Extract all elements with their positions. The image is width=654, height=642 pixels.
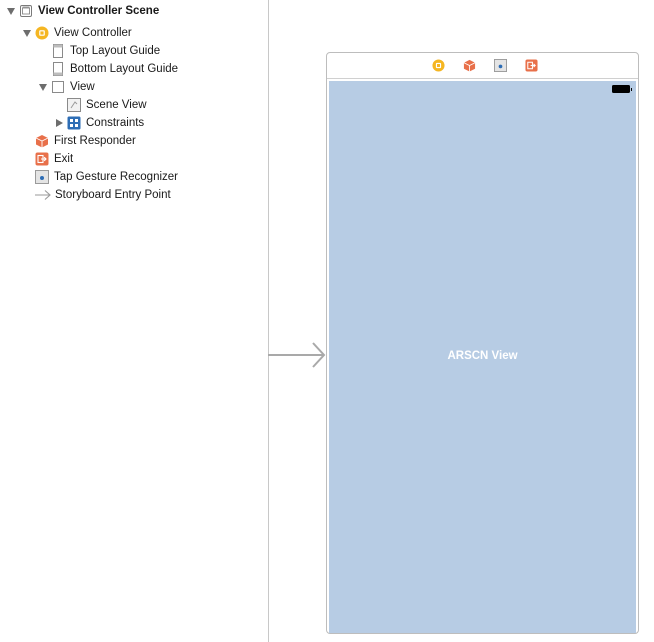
outline-item-label: Scene View: [86, 99, 147, 111]
outline-divider[interactable]: [268, 0, 269, 642]
arscn-view[interactable]: ARSCN View: [329, 81, 636, 633]
outline-row-view-controller[interactable]: View Controller: [22, 24, 132, 42]
outline-item-label: First Responder: [54, 135, 136, 147]
outline-row-scene-view[interactable]: Scene View: [67, 96, 147, 114]
outline-row-bottom-layout-guide[interactable]: Bottom Layout Guide: [51, 60, 178, 78]
arscn-view-label: ARSCN View: [447, 350, 518, 362]
constraints-icon: [67, 116, 81, 130]
exit-icon[interactable]: [525, 59, 538, 72]
first-responder-icon[interactable]: [463, 59, 476, 72]
outline-row-tap-gesture[interactable]: Tap Gesture Recognizer: [35, 168, 178, 186]
outline-row-exit[interactable]: Exit: [35, 150, 73, 168]
scene-icon: [19, 4, 33, 18]
outline-item-label: View Controller: [54, 27, 132, 39]
outline-row-entry-point[interactable]: Storyboard Entry Point: [35, 186, 171, 204]
outline-row-scene[interactable]: View Controller Scene: [6, 2, 159, 20]
battery-icon: [612, 85, 632, 93]
outline-item-label: View: [70, 81, 95, 93]
outline-item-label: Top Layout Guide: [70, 45, 161, 57]
outline-row-first-responder[interactable]: First Responder: [35, 132, 136, 150]
outline-item-label: Tap Gesture Recognizer: [54, 171, 179, 183]
disclosure-expanded-icon[interactable]: [38, 82, 48, 92]
view-controller-icon[interactable]: [432, 59, 445, 72]
entry-point-icon: [35, 188, 52, 202]
outline-row-constraints[interactable]: Constraints: [54, 114, 144, 132]
outline-item-label: Exit: [54, 153, 74, 165]
outline-item-label: Storyboard Entry Point: [55, 189, 171, 201]
scene-label: View Controller Scene: [38, 5, 160, 17]
outline-row-top-layout-guide[interactable]: Top Layout Guide: [51, 42, 160, 60]
view-icon: [51, 80, 65, 94]
storyboard-entry-arrow[interactable]: [268, 340, 328, 370]
disclosure-expanded-icon[interactable]: [22, 28, 32, 38]
tap-gesture-icon[interactable]: [494, 59, 507, 72]
outline-item-label: Constraints: [86, 117, 145, 129]
layout-guide-icon: [51, 62, 65, 76]
document-outline: View Controller Scene View Controller To…: [0, 0, 268, 642]
disclosure-collapsed-icon[interactable]: [54, 118, 64, 128]
view-controller-icon: [35, 26, 49, 40]
first-responder-icon: [35, 134, 49, 148]
disclosure-expanded-icon[interactable]: [6, 6, 16, 16]
layout-guide-icon: [51, 44, 65, 58]
scene-dock: [327, 53, 638, 79]
outline-row-view[interactable]: View: [38, 78, 95, 96]
tap-gesture-icon: [35, 170, 49, 184]
outline-item-label: Bottom Layout Guide: [70, 63, 179, 75]
scene-view-icon: [67, 98, 81, 112]
view-controller-scene-frame[interactable]: ARSCN View: [326, 52, 639, 634]
exit-icon: [35, 152, 49, 166]
